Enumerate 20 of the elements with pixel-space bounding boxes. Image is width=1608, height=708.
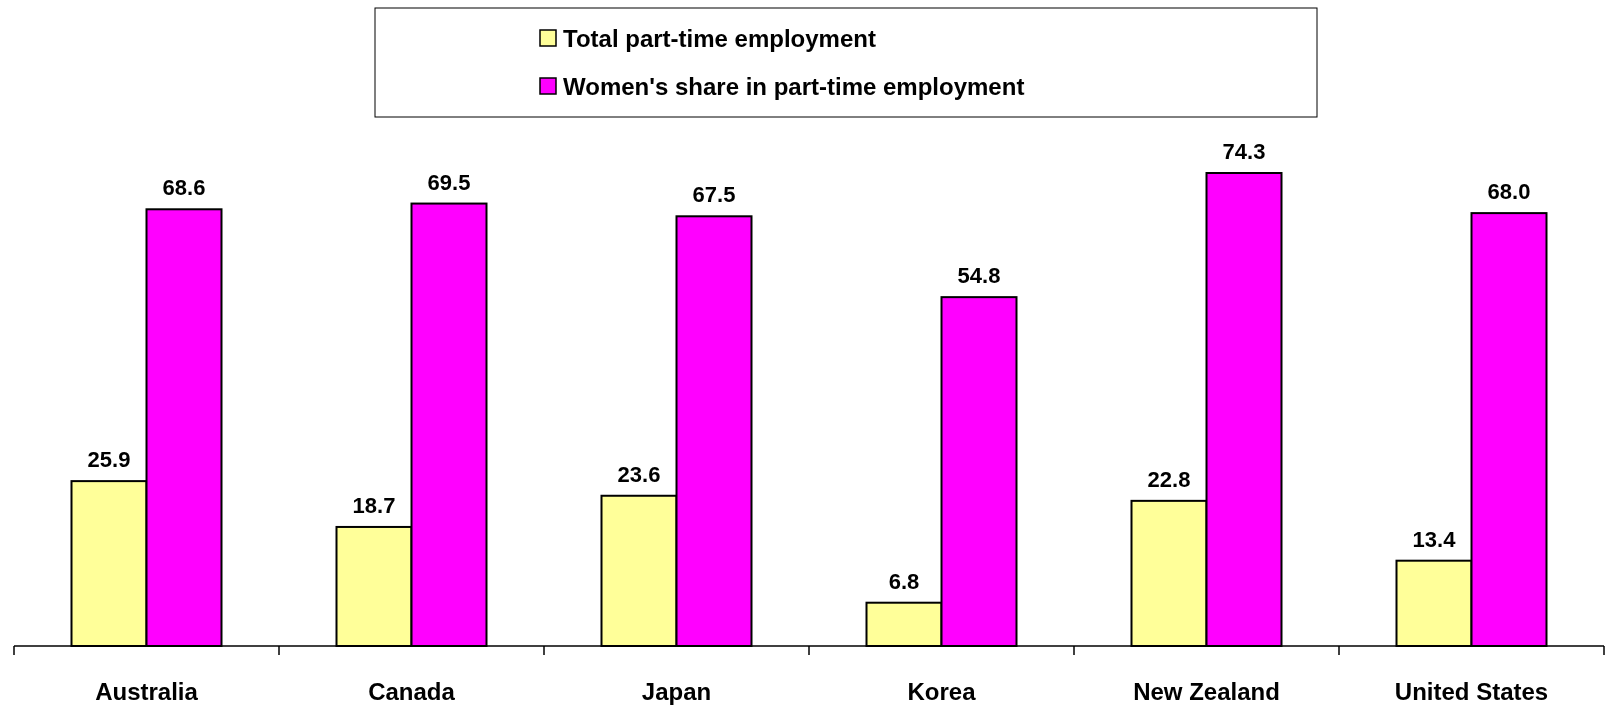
data-label: 13.4	[1412, 526, 1457, 552]
x-tick-label: Australia	[95, 678, 199, 705]
x-tick-label: Japan	[641, 678, 712, 705]
data-label: 69.5	[427, 169, 471, 195]
x-tick-label: Canada	[368, 678, 456, 705]
legend-label: Total part-time employment	[563, 25, 876, 52]
data-label: 67.5	[692, 182, 736, 208]
data-label: 6.8	[888, 568, 920, 594]
data-label: 23.6	[617, 461, 661, 487]
x-tick-label: Korea	[907, 678, 977, 705]
data-label: 74.3	[1222, 139, 1266, 164]
data-label: 68.6	[162, 175, 206, 201]
data-label: 22.8	[1147, 466, 1191, 492]
data-label: 68.0	[1487, 179, 1531, 205]
legend-label: Women's share in part-time employment	[563, 73, 1025, 100]
data-label: 54.8	[957, 263, 1001, 289]
data-label: 25.9	[87, 447, 131, 473]
x-tick-label: New Zealand	[1133, 678, 1280, 705]
x-tick-label: United States	[1394, 678, 1549, 705]
data-label: 18.7	[352, 492, 396, 518]
